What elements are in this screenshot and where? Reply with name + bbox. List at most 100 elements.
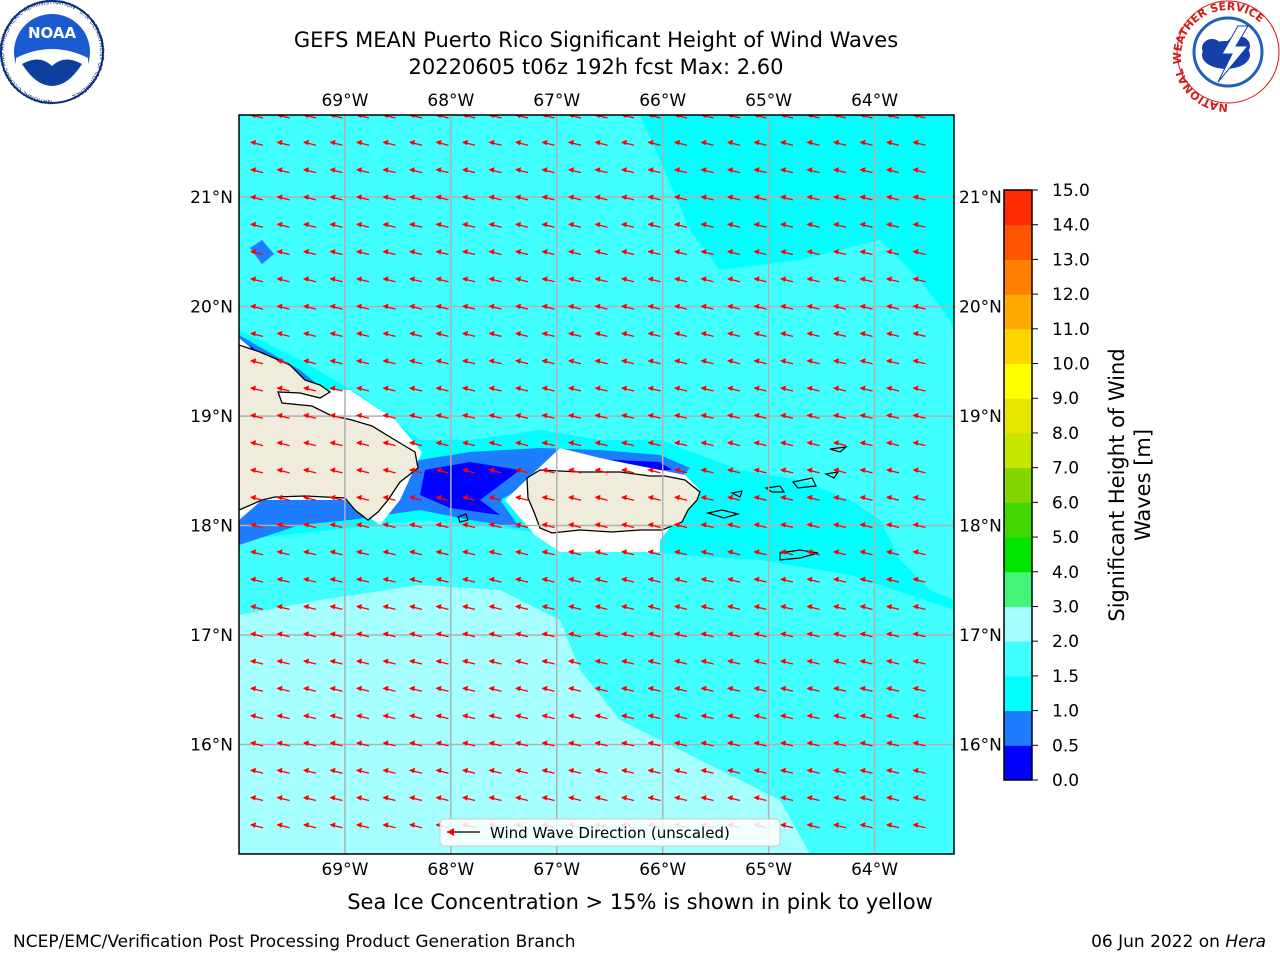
wind-wave-arrow (382, 276, 396, 283)
colorbar-swatch (1004, 432, 1032, 469)
wind-wave-arrow (329, 767, 343, 774)
wind-wave-arrow (859, 795, 873, 802)
colorbar-tick-label: 1.0 (1052, 702, 1079, 722)
colorbar-tick-label: 10.0 (1052, 355, 1090, 375)
wind-wave-arrow (409, 822, 423, 829)
wind-wave-arrow (250, 221, 264, 228)
wind-wave-arrow (435, 658, 449, 665)
wave-height-field-0-0.5m-passage (420, 462, 520, 515)
lon-label-bottom: 69°W (321, 860, 368, 880)
wind-wave-arrow (462, 221, 476, 228)
wind-wave-arrow (568, 740, 582, 747)
colorbar-swatch (1004, 606, 1032, 642)
wind-wave-arrow (806, 412, 820, 419)
wind-wave-arrow (250, 494, 264, 501)
wind-wave-arrow (515, 303, 529, 310)
wind-wave-arrow (753, 330, 767, 338)
wind-wave-arrow (382, 685, 396, 692)
wind-wave-arrow (435, 603, 449, 611)
lon-label-top: 65°W (745, 91, 792, 111)
wind-wave-arrow (727, 522, 741, 529)
wind-wave-arrow (753, 467, 767, 474)
wind-wave-arrow (435, 167, 449, 174)
wind-wave-arrow (859, 549, 873, 556)
wind-wave-arrow (859, 522, 873, 529)
wind-wave-arrow (462, 412, 476, 419)
wind-wave-arrow (780, 303, 794, 310)
wind-wave-arrow (250, 822, 264, 829)
wind-wave-arrow (356, 440, 370, 447)
wind-wave-arrow (859, 385, 873, 392)
wind-wave-arrow (912, 358, 926, 365)
wind-wave-arrow (806, 603, 820, 611)
wind-wave-arrow (568, 385, 582, 392)
wind-wave-arrow (594, 522, 608, 529)
wind-wave-arrow (435, 385, 449, 392)
colorbar-swatch (1004, 571, 1032, 607)
wind-wave-arrow (806, 276, 820, 283)
wind-wave-arrow (303, 603, 317, 611)
wind-wave-arrow (462, 658, 476, 665)
wind-wave-arrow (356, 822, 370, 829)
wind-wave-arrow (488, 603, 502, 611)
wind-wave-arrow (886, 494, 900, 501)
wind-wave-arrow (462, 549, 476, 556)
wind-wave-arrow (594, 358, 608, 365)
wind-wave-arrow (621, 685, 635, 692)
wind-wave-arrow (462, 603, 476, 611)
wind-wave-arrow (568, 795, 582, 802)
wind-wave-arrow (753, 358, 767, 365)
lon-label-top: 64°W (851, 91, 898, 111)
wind-wave-arrow (435, 740, 449, 747)
wind-wave-arrow (780, 221, 794, 228)
wind-wave-arrow (435, 194, 449, 201)
wind-wave-arrow (356, 767, 370, 774)
wind-wave-arrow (700, 467, 714, 474)
wind-wave-arrow (780, 713, 794, 720)
wind-wave-arrow (859, 740, 873, 747)
wind-wave-arrow (727, 740, 741, 747)
colorbar-tick-label: 13.0 (1052, 250, 1090, 270)
wind-wave-arrow (303, 522, 317, 529)
wind-wave-arrow (594, 303, 608, 310)
wind-wave-arrow (780, 549, 794, 556)
footer-host: Hera (1225, 932, 1266, 952)
wind-wave-arrow (488, 440, 502, 447)
lon-label-bottom: 64°W (851, 860, 898, 880)
wind-wave-arrow (488, 767, 502, 774)
wind-wave-arrow (276, 358, 290, 365)
wind-wave-arrow (382, 303, 396, 310)
wind-wave-arrow (674, 276, 688, 283)
wind-wave-arrow (382, 549, 396, 556)
wind-wave-arrow (886, 549, 900, 556)
wind-wave-arrow (382, 576, 396, 583)
wind-wave-arrow (303, 494, 317, 501)
colorbar-tick-label: 1.5 (1052, 667, 1079, 687)
wind-wave-arrow (859, 276, 873, 283)
wind-wave-arrow (276, 713, 290, 720)
wind-wave-arrow (515, 603, 529, 611)
wind-wave-arrow (833, 412, 847, 419)
wind-wave-arrow (833, 194, 847, 201)
colorbar-tick-label: 7.0 (1052, 459, 1079, 479)
wind-wave-arrow (700, 330, 714, 338)
wind-wave-arrow (886, 822, 900, 829)
wind-wave-arrow (250, 276, 264, 283)
wind-wave-arrow (594, 385, 608, 392)
wind-wave-arrow (674, 249, 688, 256)
lat-label-right: 18°N (959, 517, 1002, 537)
wind-wave-arrow (541, 330, 555, 338)
wind-wave-arrow (727, 139, 741, 146)
wind-wave-arrow (647, 494, 661, 501)
wind-wave-arrow (568, 522, 582, 529)
wind-wave-arrow (568, 276, 582, 283)
wind-wave-arrow (886, 576, 900, 583)
wind-wave-arrow (859, 412, 873, 419)
wind-wave-arrow (568, 194, 582, 201)
footer-date: 06 Jun 2022 on Hera (1091, 932, 1266, 952)
wind-wave-arrow (462, 167, 476, 174)
wind-wave-arrow (912, 330, 926, 338)
wind-wave-arrow (541, 576, 555, 583)
wind-wave-arrow (276, 767, 290, 774)
wind-wave-arrow (276, 167, 290, 174)
